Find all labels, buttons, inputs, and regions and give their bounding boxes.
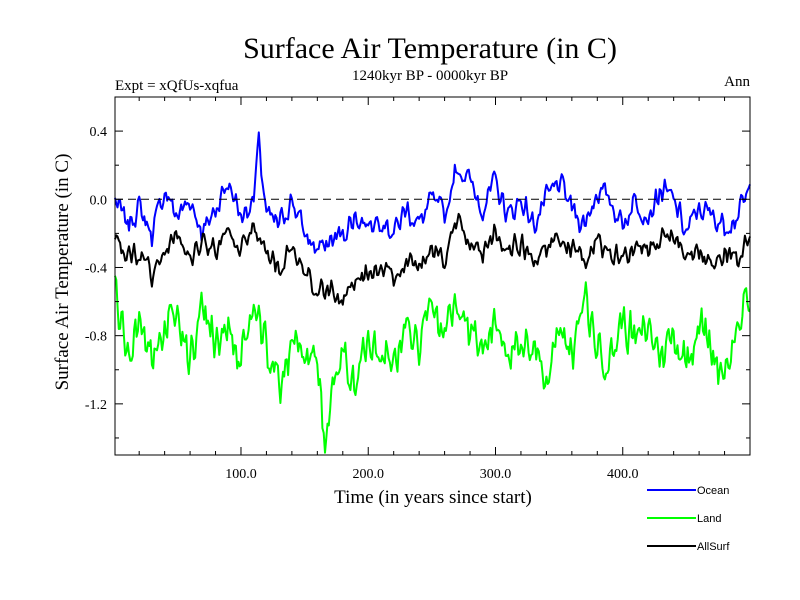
x-axis-label: Time (in years since start) — [334, 487, 532, 508]
legend-allsurf-label: AllSurf — [697, 541, 730, 553]
x-tick-label: 400.0 — [607, 467, 639, 482]
y-tick-label: 0.0 — [90, 193, 108, 208]
x-tick-label: 100.0 — [225, 467, 257, 482]
season-label: Ann — [724, 74, 750, 90]
y-tick-label: -1.2 — [85, 398, 107, 413]
legend-land-label: Land — [697, 513, 721, 525]
plot-area: 100.0 200.0 300.0 400.0 0.4 0.0 -0.4 -0.8 -1.2 — [85, 96, 751, 482]
chart-subtitle: 1240kyr BP - 0000kyr BP — [352, 68, 508, 84]
x-tick-label: 200.0 — [352, 467, 384, 482]
y-tick-label: -0.8 — [85, 330, 107, 345]
series-land-line — [114, 275, 751, 454]
legend-ocean-label: Ocean — [697, 485, 729, 497]
series-ocean-line — [114, 131, 751, 254]
series-allsurf-line — [114, 212, 751, 306]
chart-title: Surface Air Temperature (in C) — [243, 32, 617, 65]
x-tick-label: 300.0 — [480, 467, 512, 482]
experiment-label: Expt = xQfUs-xqfua — [115, 78, 239, 94]
y-tick-label: 0.4 — [90, 125, 108, 140]
plot-frame — [114, 96, 751, 456]
y-tick-label: -0.4 — [85, 261, 107, 276]
y-axis-label: Surface Air Temperature (in C) — [52, 154, 73, 391]
legend: Ocean Land AllSurf — [647, 485, 730, 553]
